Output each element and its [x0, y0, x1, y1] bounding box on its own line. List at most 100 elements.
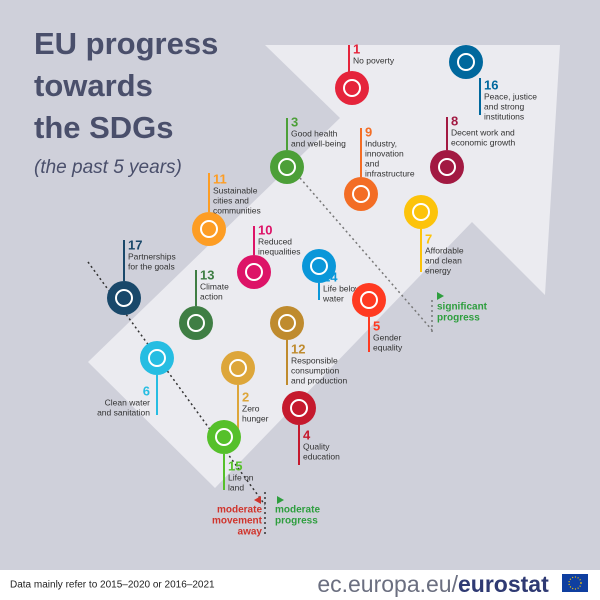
goal-number: 1: [353, 41, 360, 56]
title-line: towards: [34, 68, 153, 103]
goal-number: 5: [373, 318, 380, 333]
goal-icon: [270, 150, 304, 184]
goal-icon-glyph: [215, 428, 233, 446]
legend-text: progress: [275, 516, 318, 527]
goal-label: Life on: [228, 472, 254, 482]
goal-icon: [270, 306, 304, 340]
goal-label: action: [200, 291, 223, 301]
goal-icon-glyph: [290, 399, 308, 417]
eu-stars: [568, 576, 582, 590]
goal-label: Peace, justice: [484, 91, 537, 101]
goal-label: energy: [425, 265, 452, 275]
goal-label: equality: [373, 342, 403, 352]
goal-icon-glyph: [115, 289, 133, 307]
goal-label: and strong: [484, 101, 524, 111]
goal-label: cities and: [213, 195, 249, 205]
goal-label: Affordable: [425, 245, 464, 255]
legend-text: moderate: [217, 505, 262, 516]
goal-label: water: [322, 293, 344, 303]
goal-icon: [352, 283, 386, 317]
goal-number: 7: [425, 231, 432, 246]
footer-site: ec.europa.eu/: [317, 571, 458, 597]
goal-icon: [221, 351, 255, 385]
goal-label: land: [228, 482, 244, 492]
goal-label: Partnerships: [128, 251, 176, 261]
goal-label: and: [365, 158, 379, 168]
goal-icon: [207, 420, 241, 454]
footer-note: Data mainly refer to 2015–2020 or 2016–2…: [10, 580, 215, 591]
goal-label: Good health: [291, 128, 338, 138]
goal-label: consumption: [291, 365, 339, 375]
goal-icon-glyph: [278, 158, 296, 176]
footer-band: [0, 570, 600, 600]
goal-label: infrastructure: [365, 168, 415, 178]
goal-label: education: [303, 451, 340, 461]
goal-icon: [192, 212, 226, 246]
legend-text: moderate: [275, 505, 320, 516]
goal-label: Climate: [200, 281, 229, 291]
goal-label: No poverty: [353, 55, 395, 65]
subtitle: (the past 5 years): [34, 157, 182, 178]
goal-icon-glyph: [352, 185, 370, 203]
legend-text: movement: [212, 516, 263, 527]
legend-text: progress: [437, 313, 480, 324]
goal-label: Clean water: [105, 397, 151, 407]
goal-icon: [282, 391, 316, 425]
goal-number: 11: [213, 171, 227, 186]
goal-icon-glyph: [229, 359, 247, 377]
goal-number: 12: [291, 341, 305, 356]
goal-label: and production: [291, 375, 348, 385]
goal-number: 17: [128, 237, 142, 252]
goal-number: 8: [451, 113, 458, 128]
goal-label: Zero: [242, 403, 260, 413]
goal-icon: [335, 71, 369, 105]
goal-number: 10: [258, 222, 272, 237]
goal-icon-glyph: [278, 314, 296, 332]
goal-icon: [140, 341, 174, 375]
goal-number: 2: [242, 389, 249, 404]
goal-label: Reduced: [258, 236, 292, 246]
goal-label: and well-being: [291, 138, 346, 148]
goal-label: Sustainable: [213, 185, 258, 195]
goal-label: Quality: [303, 441, 330, 451]
goal-icon: [430, 150, 464, 184]
goal-icon-glyph: [412, 203, 430, 221]
goal-label: and sanitation: [97, 407, 150, 417]
goal-label: hunger: [242, 413, 269, 423]
legend-text: away: [238, 527, 263, 538]
goal-icon-glyph: [310, 257, 328, 275]
goal-icon-glyph: [457, 53, 475, 71]
goal-number: 14: [323, 269, 338, 284]
goal-label: Life below: [323, 283, 362, 293]
legend-marker: [277, 496, 284, 504]
goal-number: 16: [484, 77, 498, 92]
goal-number: 9: [365, 124, 372, 139]
goal-label: innovation: [365, 148, 404, 158]
goal-label: Responsible: [291, 355, 338, 365]
goal-icon-glyph: [148, 349, 166, 367]
goal-icon: [302, 249, 336, 283]
title-line: the SDGs: [34, 110, 174, 145]
goal-label: inequalities: [258, 246, 301, 256]
goal-icon-glyph: [245, 263, 263, 281]
eu-flag: [562, 574, 588, 592]
boundary-line: [299, 177, 433, 331]
title: EU progress towards the SDGs: [34, 26, 218, 145]
goal-icon: [179, 306, 213, 340]
goal-label: Gender: [373, 332, 402, 342]
goal-label: Decent work and: [451, 127, 515, 137]
title-line: EU progress: [34, 26, 218, 61]
goal-icon-glyph: [200, 220, 218, 238]
goal-icon-glyph: [343, 79, 361, 97]
goal-icon: [449, 45, 483, 79]
goal-number: 4: [303, 427, 311, 442]
goal-label: communities: [213, 205, 261, 215]
goal-icon: [107, 281, 141, 315]
legend-marker: [254, 496, 261, 504]
goal-icon: [344, 177, 378, 211]
goal-number: 3: [291, 114, 298, 129]
goal-number: 6: [143, 383, 150, 398]
goal-icon: [237, 255, 271, 289]
goal-icon-glyph: [187, 314, 205, 332]
